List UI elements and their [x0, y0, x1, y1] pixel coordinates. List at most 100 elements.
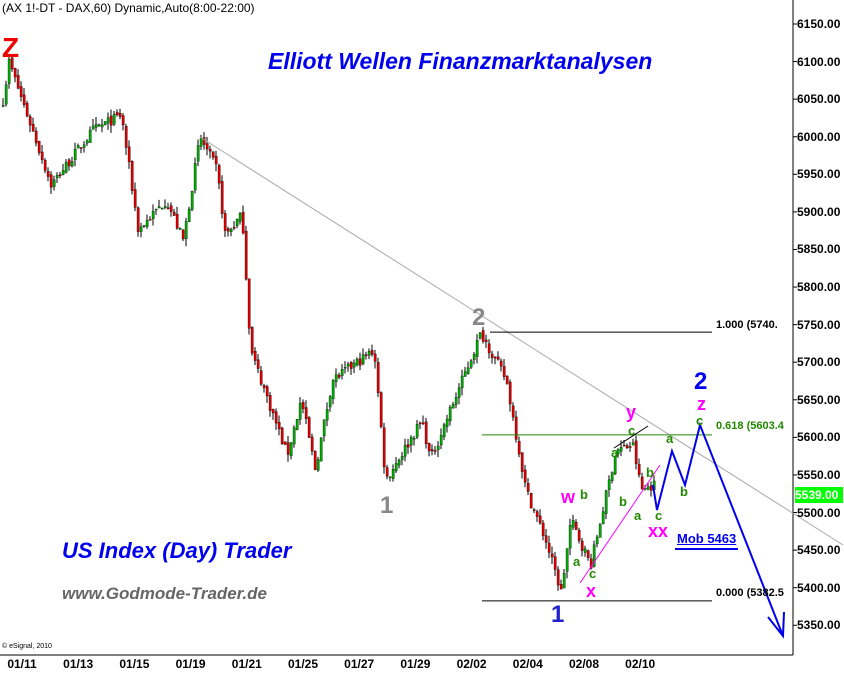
candle-down	[49, 174, 53, 188]
candle-down	[553, 556, 557, 570]
candle-up	[319, 437, 323, 462]
candle-down	[406, 444, 410, 448]
candle-down	[625, 445, 629, 449]
wave-c: c	[696, 413, 704, 428]
candle-down	[166, 207, 170, 209]
candle-down	[118, 112, 122, 117]
trader-label: US Index (Day) Trader	[62, 538, 292, 563]
candle-up	[598, 524, 602, 538]
candle-up	[340, 369, 344, 376]
candle-down	[217, 165, 221, 184]
candle-down	[535, 511, 539, 517]
x-tick-label: 01/19	[175, 657, 206, 671]
fib-level-1000: 1.000 (5740.	[716, 319, 778, 331]
candle-down	[433, 450, 437, 452]
candle-down	[304, 407, 308, 419]
y-tick-label: 6100.00	[797, 54, 841, 69]
candle-down	[637, 464, 641, 475]
candle-up	[112, 113, 116, 125]
candle-down	[247, 278, 251, 329]
candle-down	[10, 57, 14, 70]
y-tick-label: 5850.00	[797, 242, 841, 257]
candle-up	[616, 449, 620, 455]
y-tick-label: 5650.00	[797, 392, 841, 407]
candle-down	[31, 124, 35, 132]
wave-a: a	[666, 431, 674, 446]
candle-down	[538, 515, 542, 524]
candle-down	[586, 550, 590, 558]
candle-down	[283, 441, 287, 445]
candle-down	[373, 353, 377, 362]
candle-down	[37, 141, 41, 153]
candle-up	[583, 548, 587, 553]
candle-down	[286, 442, 290, 455]
candle-up	[403, 444, 407, 457]
wave-a: a	[573, 554, 581, 569]
candle-up	[70, 161, 74, 167]
candle-down	[181, 229, 185, 240]
candle-up	[475, 340, 479, 357]
candle-up	[163, 206, 167, 208]
fib-level-0618: 0.618 (5603.4	[716, 420, 784, 432]
candle-down	[250, 327, 254, 354]
candle-up	[394, 463, 398, 472]
candle-down	[556, 569, 560, 586]
candle-down	[481, 330, 485, 342]
candle-down	[79, 147, 83, 149]
candle-up	[415, 424, 419, 438]
candle-down	[40, 151, 44, 161]
candle-up	[436, 445, 440, 450]
candle-up	[97, 124, 101, 127]
support-line	[579, 464, 661, 584]
candle-up	[61, 170, 65, 175]
candle-down	[337, 374, 341, 378]
candle-down	[421, 422, 425, 424]
candle-down	[559, 584, 563, 590]
candle-down	[499, 360, 503, 367]
candle-down	[526, 483, 530, 492]
candle-down	[19, 86, 23, 97]
candle-down	[541, 522, 545, 537]
candle-down	[376, 362, 380, 394]
wave-xx: xx	[648, 521, 669, 541]
candle-down	[232, 227, 236, 229]
candle-down	[214, 156, 218, 165]
target-note: Mob 5463	[675, 532, 739, 550]
candle-down	[22, 94, 26, 105]
candle-down	[220, 181, 224, 214]
candle-down	[268, 395, 272, 411]
candle-down	[370, 350, 374, 355]
candle-up	[7, 58, 11, 84]
candle-down	[46, 171, 50, 177]
projection-path	[652, 421, 784, 637]
x-tick-label: 01/11	[7, 657, 37, 671]
candle-down	[547, 542, 551, 553]
candle-up	[448, 407, 452, 422]
candle-down	[364, 354, 368, 356]
candle-up	[472, 354, 476, 360]
candle-down	[16, 75, 20, 89]
candle-up	[331, 380, 335, 399]
candle-up	[325, 409, 329, 421]
candle-down	[277, 422, 281, 430]
y-tick-label: 5400.00	[797, 580, 841, 595]
candle-down	[25, 103, 29, 117]
candle-down	[124, 126, 128, 148]
wave-2-grey: 2	[472, 304, 486, 331]
candle-up	[367, 351, 371, 356]
candle-down	[544, 535, 548, 543]
candle-up	[397, 459, 401, 466]
wave-c: c	[589, 566, 597, 581]
candle-up	[454, 396, 458, 405]
candle-up	[85, 140, 89, 144]
candle-up	[238, 212, 242, 222]
x-tick-label: 02/04	[512, 657, 543, 671]
candle-down	[310, 436, 314, 452]
candle-up	[445, 418, 449, 427]
candle-up	[346, 363, 350, 367]
candle-up	[355, 358, 359, 366]
candle-up	[631, 442, 635, 446]
y-tick-label: 5550.00	[797, 467, 841, 482]
candle-down	[67, 159, 71, 167]
candle-up	[235, 219, 239, 227]
